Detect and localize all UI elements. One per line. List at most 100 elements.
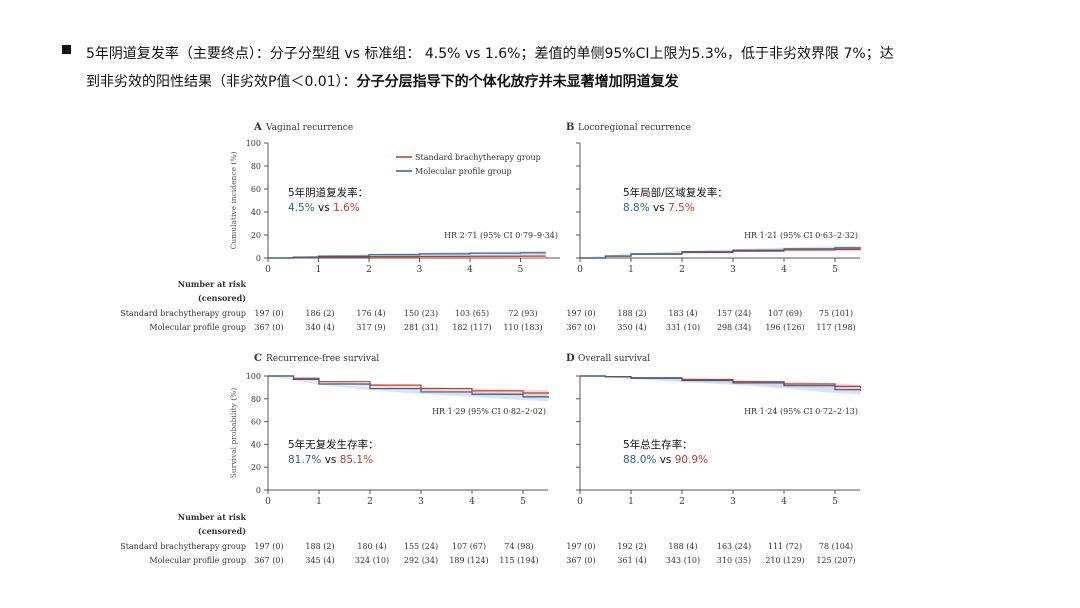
summary-text: 5年阴道复发率（主要终点）：分子分型组 vs 标准组： 4.5% vs 1.6%… <box>86 40 1022 96</box>
panel-D-risk-molecular-value: 310 (35) <box>717 556 751 565</box>
panel-C-y-tick-label: 40 <box>251 440 261 449</box>
panel-D-x-tick-label: 1 <box>628 497 634 507</box>
panel-C-curve-standard <box>268 375 550 394</box>
panel-A-annotation-title: 5年阴道复发率： <box>288 186 368 199</box>
panel-B-risk-molecular-value: 298 (34) <box>717 323 751 332</box>
panel-A-curve-molecular <box>268 252 547 259</box>
panel-A-risk-molecular-value: 340 (4) <box>305 323 334 332</box>
panel-D-annotation-title: 5年总生存率： <box>623 438 693 451</box>
panel-D-risk-molecular-value: 361 (4) <box>617 556 646 565</box>
panel-D-risk-standard-value: 163 (24) <box>717 542 751 551</box>
panel-B-risk-standard-value: 107 (69) <box>768 309 802 318</box>
panel-B-risk-molecular-value: 196 (126) <box>765 323 804 332</box>
summary-bullet: 5年阴道复发率（主要终点）：分子分型组 vs 标准组： 4.5% vs 1.6%… <box>62 40 1022 96</box>
panel-C-annotation-vs: vs <box>321 454 339 466</box>
panel-B-x-tick-label: 5 <box>832 265 838 275</box>
panel-A-risk-standard-value: 176 (4) <box>356 309 385 318</box>
panel-B-risk-standard-value: 75 (101) <box>819 309 853 318</box>
panel-A-risk-standard-value: 186 (2) <box>305 309 334 318</box>
panel-C-risk-standard-value: 197 (0) <box>254 542 283 551</box>
panel-B-risk-standard-value: 197 (0) <box>566 309 595 318</box>
panel-B-x-tick-label: 0 <box>577 265 583 275</box>
panel-A-risk-standard-value: 72 (93) <box>508 309 537 318</box>
panel-D-x-tick-label: 3 <box>730 497 736 507</box>
panel-A-risk-molecular-value: 367 (0) <box>254 323 283 332</box>
panel-C-x-tick-label: 5 <box>520 497 526 507</box>
panel-D-risk-molecular-value: 125 (207) <box>816 556 855 565</box>
panel-C-annotation-values: 81.7% vs 85.1% <box>288 454 373 466</box>
panel-A-x-tick-label: 0 <box>265 265 271 275</box>
panel-C-risk-molecular-value: 115 (194) <box>499 556 538 565</box>
panel-D-risk-standard-value: 188 (4) <box>668 542 697 551</box>
panel-B-risk-molecular-value: 117 (198) <box>816 323 855 332</box>
summary-conclusion: 分子分层指导下的个体化放疗并未显著增加阴道复发 <box>356 74 679 90</box>
panel-C-x-tick-label: 1 <box>316 497 322 507</box>
panel-B-x-tick-label: 2 <box>679 265 685 275</box>
panel-C-letter: C <box>254 353 262 364</box>
panel-D-x-tick-label: 5 <box>832 497 838 507</box>
panel-A-annotation-standard: 1.6% <box>333 202 360 214</box>
panel-C-risk-standard-value: 107 (67) <box>452 542 486 551</box>
panel-C-risk-standard-value: 155 (24) <box>404 542 438 551</box>
panel-B-risk-molecular-value: 350 (4) <box>617 323 646 332</box>
bullet-square-icon <box>62 45 71 54</box>
panel-C-annotation-title: 5年无复发生存率： <box>288 438 379 451</box>
panel-A-x-tick-label: 5 <box>518 265 524 275</box>
panel-B-risk-standard-value: 157 (24) <box>717 309 751 318</box>
panel-C-risk-molecular-value: 367 (0) <box>254 556 283 565</box>
panel-D-risk-molecular-value: 367 (0) <box>566 556 595 565</box>
panel-B-risk-standard-value: 188 (2) <box>617 309 646 318</box>
panel-B-annotation-title: 5年局部/区域复发率： <box>623 186 728 199</box>
panel-C-x-tick-label: 3 <box>418 497 424 507</box>
panel-C-risk-molecular-value: 345 (4) <box>305 556 334 565</box>
panel-A-y-tick-label: 40 <box>251 208 261 217</box>
risk-subheader-1: (censored) <box>198 526 246 536</box>
panel-C-risk-molecular-value: 292 (34) <box>404 556 438 565</box>
panel-D-annotation-standard: 90.9% <box>675 454 708 466</box>
risk-molecular-label-1: Molecular profile group <box>149 556 246 565</box>
risk-molecular-label-0: Molecular profile group <box>149 323 246 332</box>
panel-A-risk-molecular-value: 182 (117) <box>452 323 491 332</box>
legend-molecular-label: Molecular profile group <box>415 167 512 176</box>
risk-standard-label-1: Standard brachytherapy group <box>120 542 246 551</box>
panel-C-x-tick-label: 4 <box>469 497 475 507</box>
panel-C-y-tick-label: 20 <box>251 463 261 472</box>
panel-A-risk-standard-value: 150 (23) <box>404 309 438 318</box>
panel-A-letter: A <box>253 122 262 133</box>
summary-part2: 到非劣效的阳性结果（非劣效P值＜0.01）： <box>86 74 357 90</box>
panel-C-ci-band-molecular <box>268 376 549 402</box>
panel-D-risk-standard-value: 78 (104) <box>819 542 853 551</box>
panel-B-hazard-ratio: HR 1·21 (95% CI 0·63–2·32) <box>744 231 858 240</box>
panel-A-y-tick-label: 80 <box>251 162 261 171</box>
risk-subheader-0: (censored) <box>198 293 246 303</box>
panel-C-title: Recurrence-free survival <box>266 354 379 364</box>
panel-B-letter: B <box>566 122 574 133</box>
panel-C-annotation-standard: 85.1% <box>340 454 373 466</box>
legend-standard-label: Standard brachytherapy group <box>415 153 541 162</box>
panel-D-risk-molecular-value: 343 (10) <box>666 556 700 565</box>
panel-D-letter: D <box>566 353 575 364</box>
panel-B-x-tick-label: 4 <box>781 265 787 275</box>
panel-A-annotation-vs: vs <box>315 202 333 214</box>
panel-A-risk-molecular-value: 110 (183) <box>503 323 542 332</box>
panel-A-risk-standard-value: 103 (65) <box>455 309 489 318</box>
risk-header-1: Number at risk <box>178 512 247 522</box>
panel-C-risk-standard-value: 188 (2) <box>305 542 334 551</box>
summary-part1: 5年阴道复发率（主要终点）：分子分型组 vs 标准组： 4.5% vs 1.6%… <box>86 46 894 62</box>
panel-B-annotation-molecular: 8.8% <box>623 202 650 214</box>
panel-A-x-tick-label: 4 <box>467 265 473 275</box>
panel-B-risk-molecular-value: 367 (0) <box>566 323 595 332</box>
panel-C-risk-standard-value: 74 (98) <box>504 542 533 551</box>
panel-D-risk-molecular-value: 210 (129) <box>765 556 804 565</box>
panel-B-x-tick-label: 1 <box>628 265 634 275</box>
panel-C-x-tick-label: 2 <box>367 497 373 507</box>
panel-A-x-tick-label: 1 <box>316 265 322 275</box>
panel-D-risk-standard-value: 192 (2) <box>617 542 646 551</box>
panel-C-x-tick-label: 0 <box>265 497 271 507</box>
panel-A-title: Vaginal recurrence <box>265 123 353 133</box>
panel-A-risk-molecular-value: 317 (9) <box>356 323 385 332</box>
panel-D-x-tick-label: 2 <box>679 497 685 507</box>
panel-B-x-tick-label: 3 <box>730 265 736 275</box>
panel-C-risk-molecular-value: 189 (124) <box>449 556 488 565</box>
